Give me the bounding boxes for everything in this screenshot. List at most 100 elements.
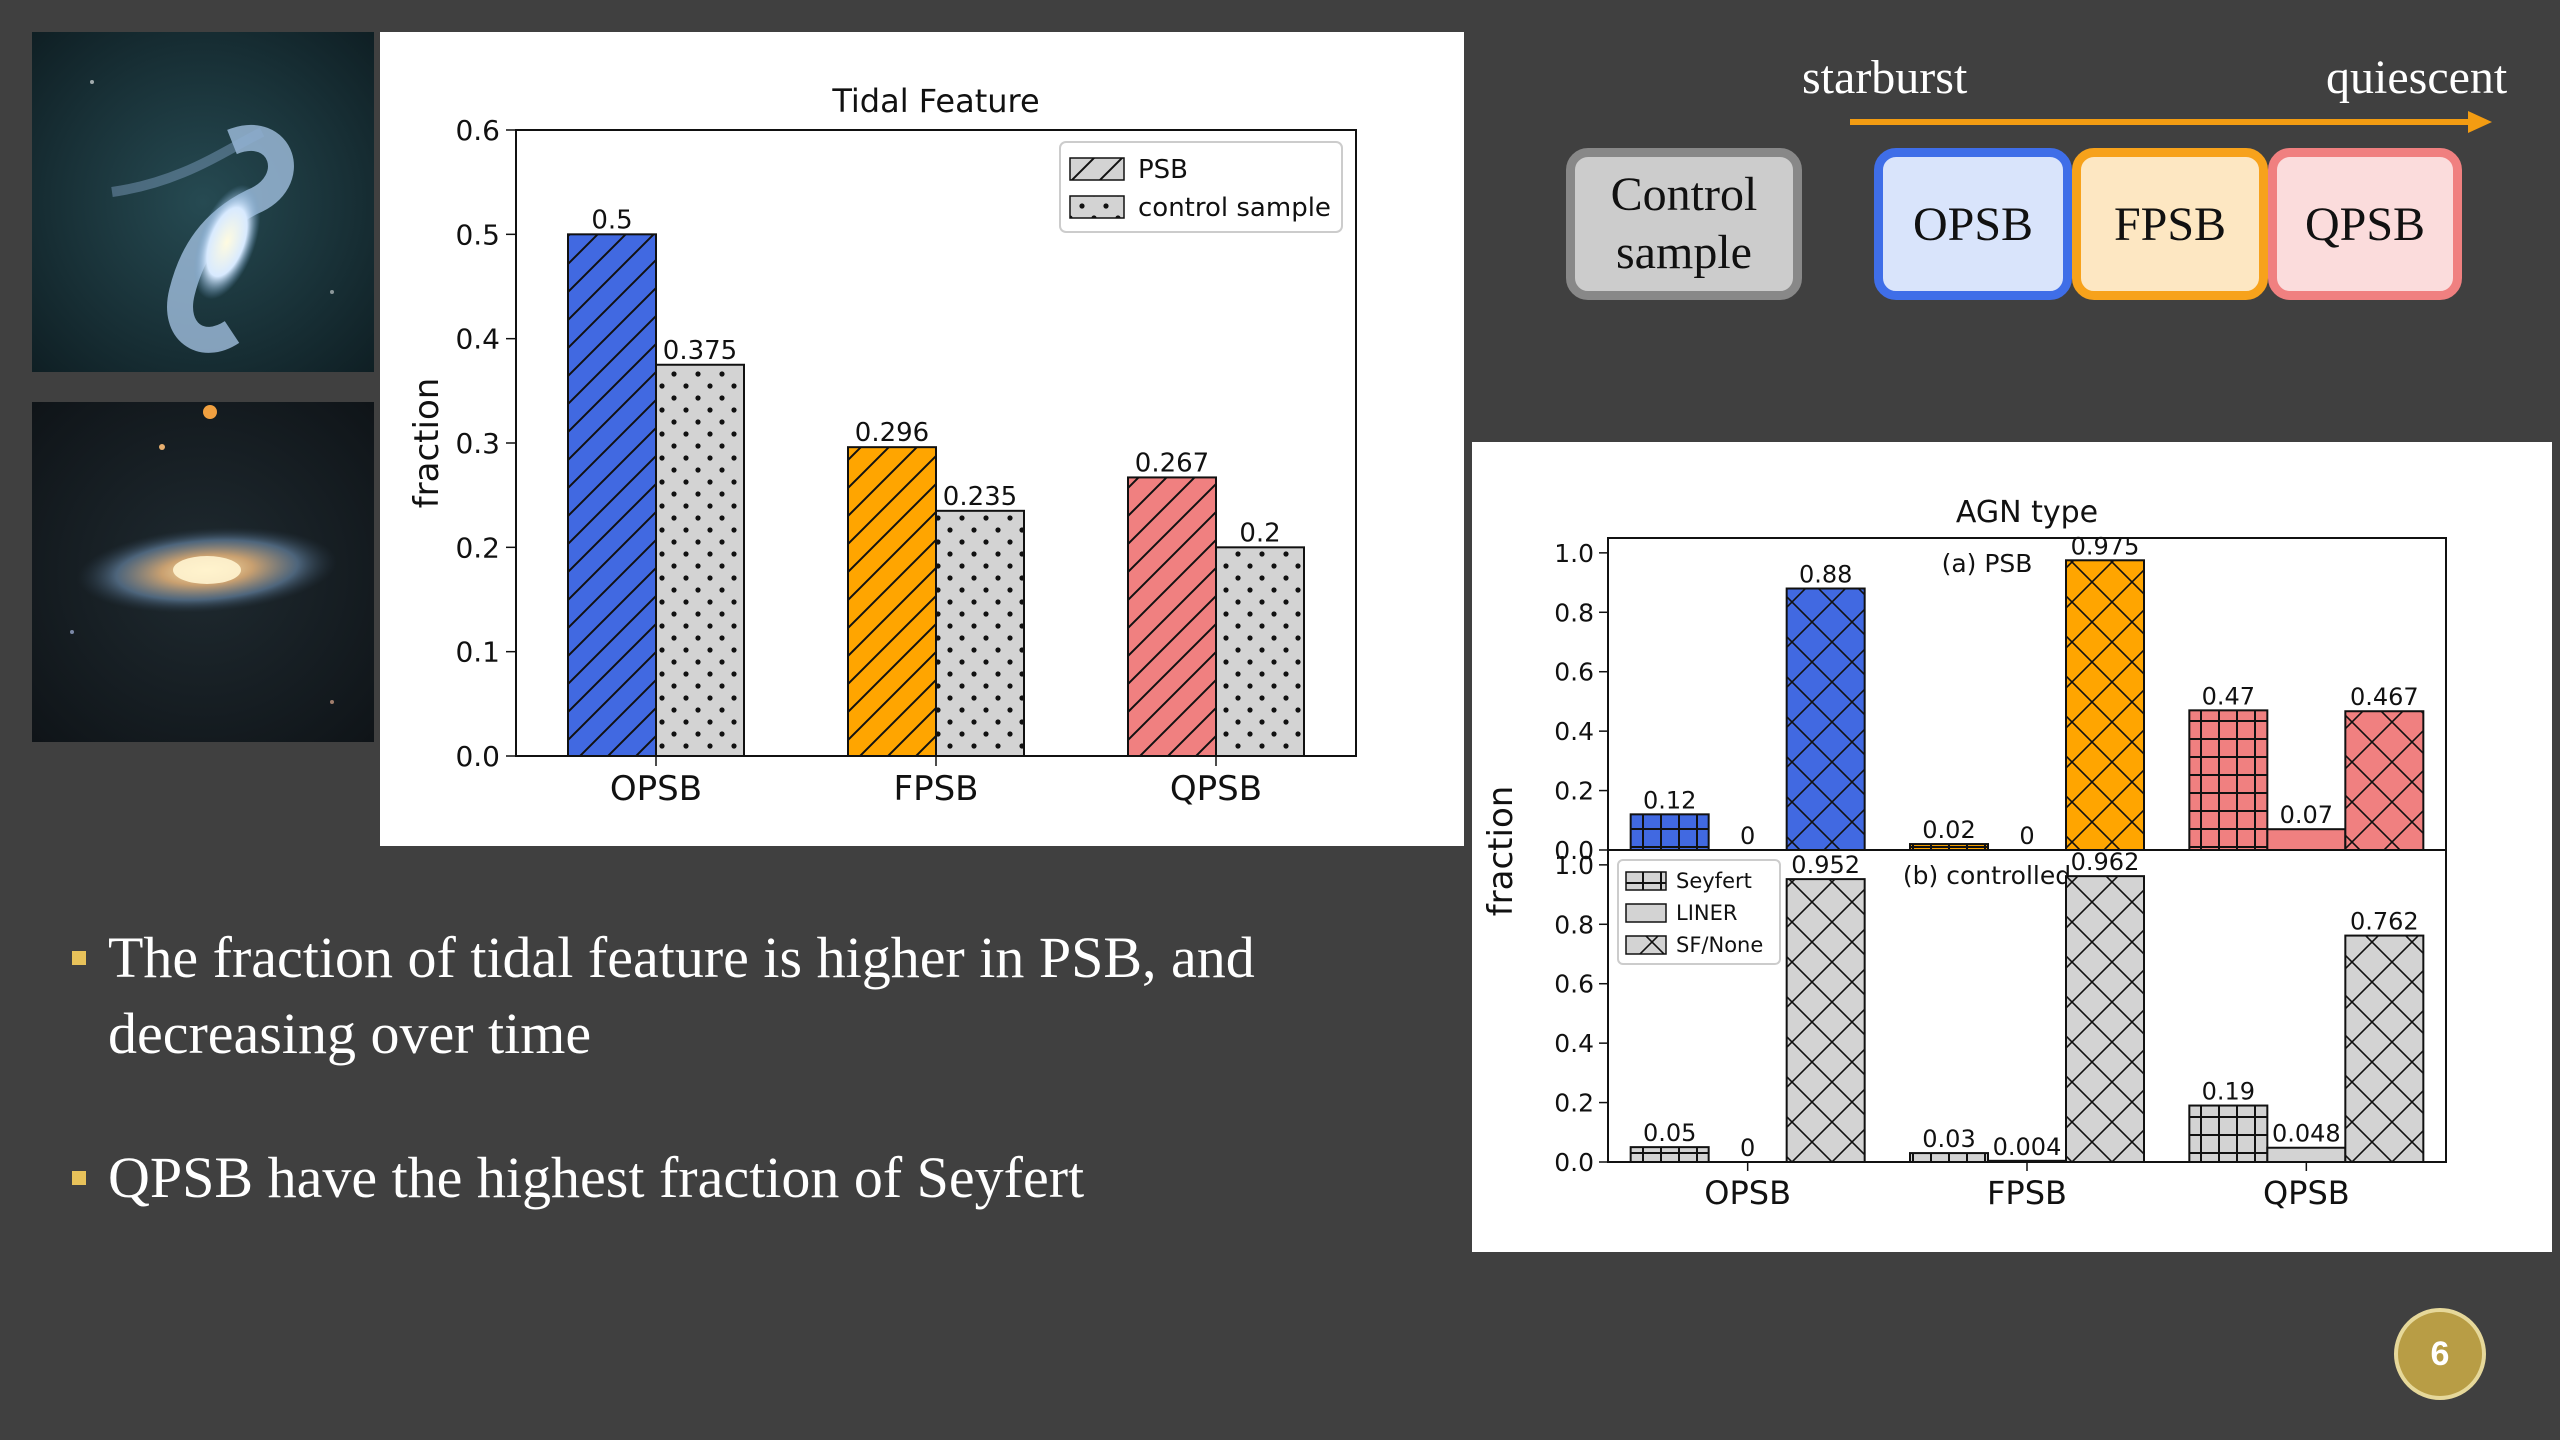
bar-hatch [1630,1147,1709,1162]
tidal-feature-chart-panel: Tidal Feature fraction 0.0 0.1 0.2 0.3 0.4 0.5 0… [380,32,1464,846]
y-tick-label: 0.5 [455,218,500,251]
legend-box [1059,141,1343,233]
bar-hatch [848,447,936,756]
data-label: 0.975 [2071,532,2140,560]
timeline-start-label: starburst [1802,51,1968,104]
data-label: 0.296 [855,418,929,448]
y-tick-label: 0.6 [1554,658,1594,687]
y-tick-label: 1.0 [1554,539,1594,568]
x-tick-label: OPSB [1704,1174,1791,1212]
plot-frame [515,129,1357,757]
bar-hatch [2345,935,2424,1162]
y-tick-label: 0.3 [455,427,500,460]
y-tick-label: 0.2 [455,531,500,564]
legend-label: SF/None [1676,933,1763,957]
legend-swatch-hatch [1070,196,1124,218]
bar-hatch [568,234,656,757]
page-number-badge: 6 [2394,1308,2486,1400]
y-tick-label: 1.0 [1554,851,1594,880]
galaxy-image-tidal [32,32,374,372]
data-label: 0.02 [1922,816,1975,844]
legend-swatch-hatch [1626,872,1666,890]
data-label: 0.2 [1239,518,1280,548]
y-tick-label: 0.4 [1554,717,1594,746]
y-axis-label: fraction [407,378,447,509]
qpsb-label: QPSB [2304,197,2426,251]
chart-title: AGN type [1956,495,2098,530]
bar-hatch [1910,844,1988,850]
bar-hatch [2345,711,2424,850]
bar-hatch [1128,477,1216,756]
page-number: 6 [2430,1334,2450,1373]
bar-hatch [1786,588,1865,850]
y-tick-label: 0.1 [455,636,500,669]
fpsb-box: FPSB [2072,148,2268,300]
y-tick-label: 0.0 [1554,1148,1594,1177]
data-label: 0.47 [2202,682,2255,710]
x-tick-label: FPSB [1987,1174,2067,1212]
bullet-2: QPSB have the highest fraction of Seyfer… [72,1140,1412,1220]
data-label: 0.267 [1135,448,1209,478]
data-label: 0.03 [1922,1125,1975,1153]
bar-hatch [1630,814,1709,850]
legend-swatch-hatch [1626,936,1666,954]
agn-type-chart-panel: AGN type fraction 0.0 0.2 0.4 0.6 0.8 1.0 (a) PS… [1472,442,2552,1252]
bullet-1: The fraction of tidal feature is higher … [72,920,1412,1080]
bar-hatch [1910,1153,1988,1162]
chart-title: Tidal Feature [831,82,1039,120]
data-label: 0 [1740,1134,1755,1162]
bar-hatch [2189,710,2268,850]
data-label: 0.19 [2202,1078,2255,1106]
panel-label: (b) controlled [1903,861,2071,890]
panel-label: (a) PSB [1942,549,2033,578]
bullet-2-text: QPSB have the highest fraction of Seyfer… [108,1145,1085,1210]
y-tick-label: 0.2 [1554,1089,1594,1118]
data-label: 0.467 [2350,683,2419,711]
tidal-feature-chart: Tidal Feature fraction 0.0 0.1 0.2 0.3 0.4 0.5 0… [407,82,1357,809]
fpsb-label: FPSB [2113,197,2227,251]
data-label: 0.375 [663,336,737,366]
bar-hatch [2066,876,2144,1162]
opsb-label: OPSB [1912,197,2034,251]
data-label: 0.12 [1643,786,1696,814]
data-label: 0.962 [2071,848,2140,876]
y-tick-label: 0.2 [1554,777,1594,806]
y-axis-label: fraction [1481,786,1521,917]
data-label: 0.952 [1791,851,1860,879]
y-tick-label: 0.4 [455,323,500,356]
bar [2266,828,2347,852]
y-tick-label: 0.8 [1554,910,1594,939]
data-label: 0.07 [2280,801,2333,829]
bullet-1-text: The fraction of tidal feature is higher … [108,925,1255,1066]
bar-hatch [936,510,1024,756]
bar-hatch [2189,1105,2268,1162]
timeline-arrow [1850,111,2492,133]
bullet-marker [72,951,86,965]
bar-hatch [1786,879,1865,1162]
bullet-marker [72,1171,86,1185]
y-tick-label: 0.6 [455,114,500,147]
data-label: 0.05 [1643,1119,1696,1147]
y-tick-label: 0.4 [1554,1029,1594,1058]
bar-hatch [656,364,744,756]
y-tick-label: 0.8 [1554,598,1594,627]
data-label: 0.5 [591,205,632,235]
y-tick-label: 0.6 [1554,970,1594,999]
agn-type-chart: AGN type fraction 0.0 0.2 0.4 0.6 0.8 1.0 (a) PS… [1481,495,2447,1212]
data-label: 0 [1740,822,1755,850]
x-tick-label: OPSB [610,769,702,809]
data-label: 0.048 [2272,1120,2341,1148]
legend-label: control sample [1138,193,1331,223]
x-tick-label: QPSB [2263,1174,2350,1212]
y-tick-label: 0.0 [1554,836,1594,865]
control-sample-label: Control sample [1610,168,1758,279]
legend-swatch [1625,903,1667,923]
bar-hatch [1216,547,1304,756]
data-label: 0.004 [1993,1133,2062,1161]
legend-label: PSB [1138,155,1188,185]
x-tick-label: QPSB [1170,769,1262,809]
x-tick-label: FPSB [894,769,979,809]
legend-swatch-hatch [1070,158,1124,180]
galaxy-image-disk [32,402,374,742]
data-label: 0.235 [943,482,1017,512]
